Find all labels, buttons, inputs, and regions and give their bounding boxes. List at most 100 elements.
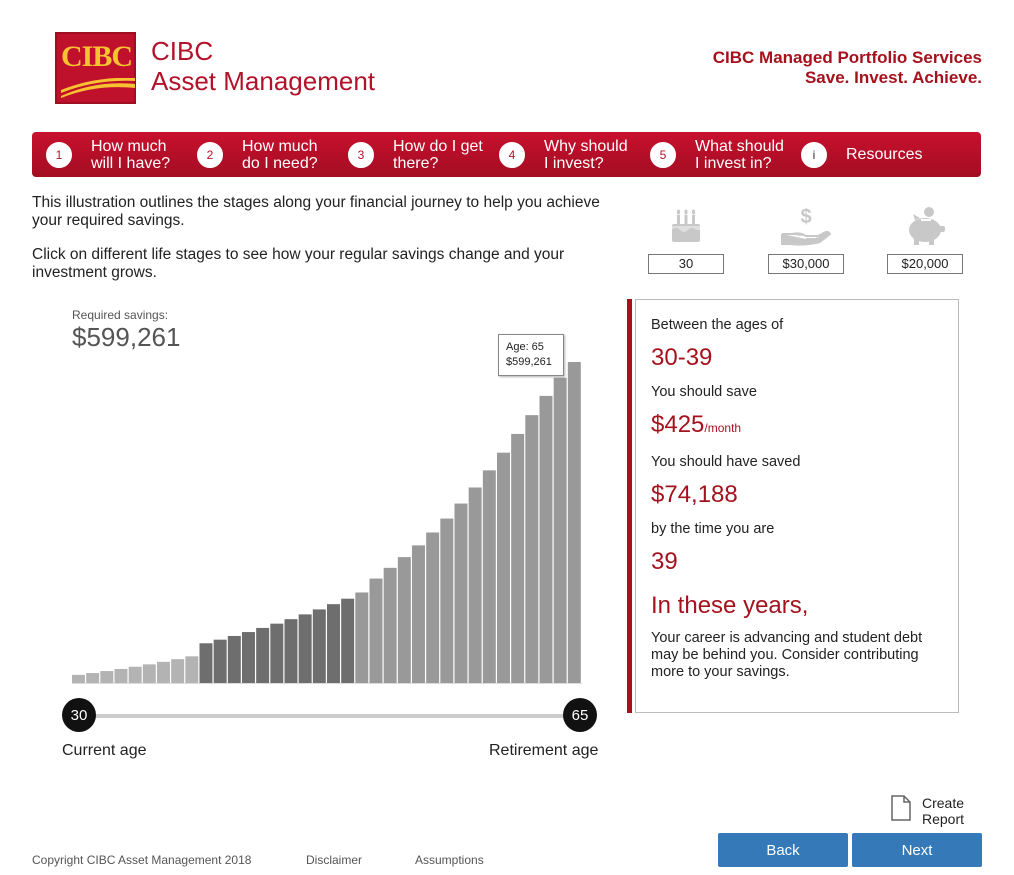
chart-bar-age-51[interactable] [369, 578, 383, 683]
nav-step-1[interactable]: 1 How much will I have? [32, 132, 183, 177]
nav-step-3[interactable]: 3 How do I get there? [334, 132, 485, 177]
step-number: 4 [499, 141, 525, 168]
chart-bar-age-45[interactable] [284, 619, 298, 683]
step-number: 3 [348, 141, 374, 168]
chart-bar-age-65[interactable] [567, 362, 581, 683]
required-savings-value: $599,261 [72, 322, 181, 352]
chart-bar-age-37[interactable] [171, 659, 185, 683]
assumptions-link[interactable]: Assumptions [415, 853, 484, 867]
nav-label: Why should I invest? [544, 137, 628, 172]
chart-bar-age-40[interactable] [213, 639, 227, 683]
hand-money-icon: $ [781, 206, 832, 246]
chart-bar-age-56[interactable] [440, 518, 454, 683]
nav-label: How much do I need? [242, 137, 318, 172]
chart-bar-age-33[interactable] [114, 668, 128, 683]
nav-step-2[interactable]: 2 How much do I need? [183, 132, 334, 177]
slider-end-handle[interactable]: 65 [563, 698, 597, 732]
step-number: 5 [650, 141, 676, 168]
by-age: 39 [651, 548, 678, 575]
brand-name: CIBC Asset Management [151, 36, 375, 96]
summary-income: $ $30,000 [768, 206, 844, 274]
chart-bar-age-60[interactable] [497, 452, 510, 683]
chart-bar-age-31[interactable] [86, 673, 100, 683]
chart-bar-age-57[interactable] [454, 503, 468, 683]
age-value[interactable]: 30 [648, 254, 724, 274]
tagline-line-2: Save. Invest. Achieve. [804, 68, 982, 87]
monthly-unit: /month [704, 421, 742, 435]
nav-label: How do I get there? [393, 137, 483, 172]
tagline: CIBC Managed Portfolio Services Save. In… [713, 48, 982, 88]
by-time-label: by the time you are [651, 521, 775, 537]
age-range: 30-39 [651, 344, 713, 371]
birthday-cake-icon [672, 209, 700, 242]
chart-bar-age-52[interactable] [383, 567, 397, 683]
stage-heading: In these years, [651, 592, 809, 619]
monthly-savings: $425/month [651, 411, 742, 438]
nav-label: What should I invest in? [695, 137, 784, 172]
create-report-label: Create Report [922, 795, 965, 827]
disclaimer-link[interactable]: Disclaimer [306, 853, 363, 867]
nav-resources[interactable]: i Resources [787, 132, 938, 177]
between-label: Between the ages of [651, 317, 784, 333]
svg-text:$: $ [800, 206, 811, 228]
life-stage-panel: Between the ages of 30-39 You should sav… [635, 299, 959, 713]
chart-bar-age-53[interactable] [397, 557, 411, 683]
retirement-age-label: Retirement age [489, 742, 599, 759]
tooltip-age: Age: 65 [506, 341, 544, 353]
chart-bar-age-30[interactable] [72, 674, 85, 683]
piggy-bank-icon [909, 207, 945, 245]
savings-bar-chart [72, 362, 582, 684]
nav-step-5[interactable]: 5 What should I invest in? [636, 132, 787, 177]
current-age-label: Current age [62, 742, 147, 759]
chart-bar-age-61[interactable] [511, 433, 525, 683]
chart-bar-age-39[interactable] [199, 643, 213, 683]
summary-savings: $20,000 [887, 206, 963, 274]
chart-bar-age-42[interactable] [242, 632, 255, 683]
slider-start-handle[interactable]: 30 [62, 698, 96, 732]
tooltip-value: $599,261 [506, 356, 552, 368]
cibc-logo: CIBC [55, 32, 136, 104]
savings-value[interactable]: $20,000 [887, 254, 963, 274]
chart-bar-age-63[interactable] [539, 395, 553, 683]
step-navigation: 1 How much will I have? 2 How much do I ne… [32, 132, 981, 177]
logo-swoosh-icon [61, 78, 135, 98]
should-have-label: You should have saved [651, 454, 801, 470]
chart-bar-age-47[interactable] [312, 609, 326, 683]
chart-bar-age-36[interactable] [157, 661, 170, 683]
age-slider-track[interactable] [80, 714, 580, 718]
chart-bar-age-55[interactable] [426, 532, 440, 683]
chart-bar-age-35[interactable] [142, 664, 156, 683]
intro-text: This illustration outlines the stages al… [32, 194, 632, 298]
brand-line-2: Asset Management [151, 66, 376, 96]
chart-bar-age-46[interactable] [298, 614, 312, 683]
chart-bar-age-41[interactable] [227, 635, 241, 683]
stage-description: Your career is advancing and student deb… [651, 630, 923, 680]
chart-bar-age-64[interactable] [553, 377, 567, 683]
chart-bar-age-38[interactable] [185, 656, 199, 683]
nav-step-4[interactable]: 4 Why should I invest? [485, 132, 636, 177]
panel-accent-bar [627, 299, 632, 713]
chart-bar-age-32[interactable] [100, 671, 114, 683]
step-number: 2 [197, 141, 223, 168]
chart-bar-age-58[interactable] [468, 487, 482, 683]
copyright-text: Copyright CIBC Asset Management 2018 [32, 853, 252, 867]
intro-paragraph-1: This illustration outlines the stages al… [32, 194, 600, 229]
create-report-button[interactable]: Create Report [890, 795, 964, 827]
chart-bar-age-59[interactable] [482, 470, 496, 683]
income-value[interactable]: $30,000 [768, 254, 844, 274]
chart-bar-age-34[interactable] [128, 666, 142, 683]
tagline-line-1: CIBC Managed Portfolio Services [712, 48, 982, 67]
chart-bar-age-62[interactable] [525, 415, 539, 683]
required-savings-label: Required savings: [72, 308, 169, 322]
logo-text: CIBC [61, 40, 133, 73]
back-button[interactable]: Back [718, 833, 848, 867]
chart-bar-age-54[interactable] [412, 545, 425, 683]
chart-bar-age-44[interactable] [270, 623, 284, 683]
chart-bar-age-43[interactable] [256, 627, 270, 683]
should-save-label: You should save [651, 384, 757, 400]
chart-bar-age-48[interactable] [327, 604, 340, 683]
chart-bar-age-49[interactable] [341, 598, 355, 683]
chart-bar-age-50[interactable] [355, 592, 369, 683]
next-button[interactable]: Next [852, 833, 982, 867]
chart-tooltip: Age: 65 $599,261 [498, 334, 564, 376]
